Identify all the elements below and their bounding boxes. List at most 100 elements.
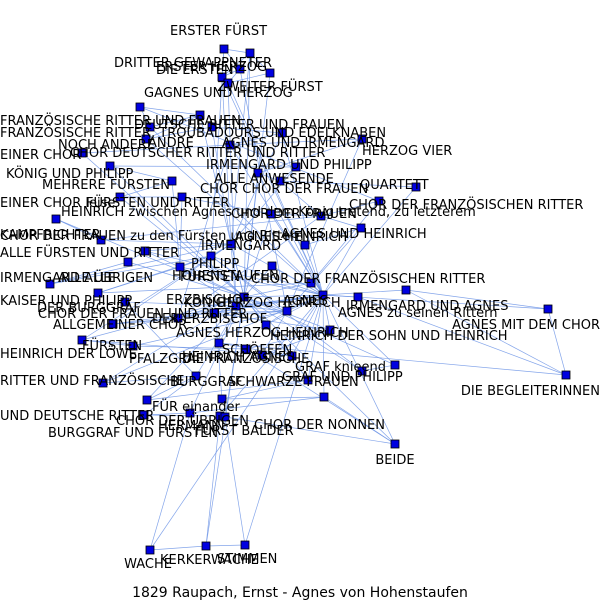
graph-edge bbox=[55, 218, 102, 241]
graph-node[interactable] bbox=[167, 176, 177, 186]
graph-edge bbox=[243, 296, 363, 372]
graph-node[interactable] bbox=[185, 408, 195, 418]
graph-node[interactable] bbox=[291, 162, 301, 172]
graph-node[interactable] bbox=[220, 412, 230, 422]
graph-node[interactable] bbox=[140, 246, 150, 256]
graph-node[interactable] bbox=[282, 306, 292, 316]
graph-node[interactable] bbox=[225, 140, 235, 150]
graph-node[interactable] bbox=[115, 192, 125, 202]
node-label: DER ERZBISCHOF bbox=[152, 312, 267, 327]
graph-node[interactable] bbox=[77, 148, 87, 158]
graph-node[interactable] bbox=[191, 371, 201, 381]
graph-node[interactable] bbox=[240, 540, 250, 550]
graph-node[interactable] bbox=[303, 375, 313, 385]
graph-node[interactable] bbox=[411, 182, 421, 192]
graph-node[interactable] bbox=[543, 304, 553, 314]
graph-node[interactable] bbox=[145, 545, 155, 555]
graph-node[interactable] bbox=[267, 261, 277, 271]
graph-edge bbox=[304, 244, 324, 296]
graph-node[interactable] bbox=[261, 320, 271, 330]
graph-node[interactable] bbox=[219, 44, 229, 54]
graph-node[interactable] bbox=[141, 134, 151, 144]
graph-node[interactable] bbox=[145, 122, 155, 132]
graph-node[interactable] bbox=[177, 192, 187, 202]
graph-node[interactable] bbox=[275, 176, 285, 186]
node-label: HEINRICH AGNES bbox=[182, 350, 294, 365]
node-label: KAMPFRICHTER bbox=[0, 228, 101, 243]
graph-node[interactable] bbox=[265, 68, 275, 78]
graph-node[interactable] bbox=[195, 110, 205, 120]
graph-node[interactable] bbox=[325, 325, 335, 335]
graph-edge bbox=[227, 82, 324, 296]
node-label: KAISER UND PHILIPP bbox=[0, 294, 132, 309]
graph-node[interactable] bbox=[357, 134, 367, 144]
graph-node[interactable] bbox=[206, 251, 216, 261]
graph-node[interactable] bbox=[300, 240, 310, 250]
graph-node[interactable] bbox=[98, 378, 108, 388]
graph-node[interactable] bbox=[561, 370, 571, 380]
graph-node[interactable] bbox=[401, 285, 411, 295]
graph-node[interactable] bbox=[390, 439, 400, 449]
graph-node[interactable] bbox=[201, 541, 211, 551]
graph-node[interactable] bbox=[139, 410, 149, 420]
node-label: HEINRICH DER LÖWE bbox=[0, 345, 137, 362]
graph-node[interactable] bbox=[217, 394, 227, 404]
graph-node[interactable] bbox=[316, 211, 326, 221]
graph-node[interactable] bbox=[374, 196, 384, 206]
graph-node[interactable] bbox=[318, 290, 328, 300]
graph-node[interactable] bbox=[108, 319, 118, 329]
graph-node[interactable] bbox=[173, 313, 183, 323]
graph-node[interactable] bbox=[277, 128, 287, 138]
graph-node[interactable] bbox=[239, 292, 249, 302]
graph-edge bbox=[179, 196, 183, 268]
graph-node[interactable] bbox=[51, 214, 61, 224]
graph-node[interactable] bbox=[93, 288, 103, 298]
graph-node[interactable] bbox=[207, 122, 217, 132]
graph-node[interactable] bbox=[231, 301, 241, 311]
graph-edge bbox=[189, 396, 325, 414]
graph-node[interactable] bbox=[356, 223, 366, 233]
graph-node[interactable] bbox=[217, 72, 227, 82]
graph-node[interactable] bbox=[77, 335, 87, 345]
graph-node[interactable] bbox=[226, 239, 236, 249]
graph-node[interactable] bbox=[123, 257, 133, 267]
graph-edge bbox=[179, 266, 324, 296]
graph-node[interactable] bbox=[257, 350, 267, 360]
graph-edge bbox=[81, 296, 245, 341]
graph-node[interactable] bbox=[235, 64, 245, 74]
graph-node[interactable] bbox=[175, 262, 185, 272]
node-label: SCHÖFFEN bbox=[222, 341, 292, 358]
graph-edge bbox=[243, 52, 251, 298]
graph-node[interactable] bbox=[353, 292, 363, 302]
graph-edge bbox=[171, 180, 181, 268]
node-label: HEINRICH DER SOHN UND HEINRICH bbox=[270, 329, 508, 344]
graph-edge bbox=[243, 213, 272, 298]
graph-node[interactable] bbox=[120, 297, 130, 307]
graph-node[interactable] bbox=[45, 279, 55, 289]
graph-edge bbox=[143, 375, 197, 416]
node-label: HOHENSTAUFEN bbox=[172, 269, 279, 284]
graph-node[interactable] bbox=[214, 338, 224, 348]
graph-node[interactable] bbox=[245, 48, 255, 58]
graph-node[interactable] bbox=[135, 102, 145, 112]
node-label: FRANZÖSISCHE RITTER, TROUBADOURS UND EDE… bbox=[0, 124, 386, 141]
graph-edge bbox=[221, 76, 324, 296]
graph-node[interactable] bbox=[306, 278, 316, 288]
graph-node[interactable] bbox=[128, 341, 138, 351]
graph-node[interactable] bbox=[357, 366, 367, 376]
graph-node[interactable] bbox=[319, 392, 329, 402]
graph-node[interactable] bbox=[241, 344, 251, 354]
graph-node[interactable] bbox=[209, 308, 219, 318]
node-label: ZWEITER FÜRST bbox=[217, 78, 322, 95]
node-label: HERZOG VIER bbox=[362, 144, 452, 159]
graph-node[interactable] bbox=[390, 360, 400, 370]
node-label: EINER CHOR bbox=[0, 148, 81, 163]
graph-node[interactable] bbox=[223, 78, 233, 88]
graph-node[interactable] bbox=[142, 395, 152, 405]
graph-node[interactable] bbox=[266, 209, 276, 219]
graph-node[interactable] bbox=[105, 161, 115, 171]
graph-edge bbox=[177, 296, 245, 319]
graph-node[interactable] bbox=[253, 168, 263, 178]
graph-node[interactable] bbox=[287, 351, 297, 361]
graph-node[interactable] bbox=[96, 235, 106, 245]
